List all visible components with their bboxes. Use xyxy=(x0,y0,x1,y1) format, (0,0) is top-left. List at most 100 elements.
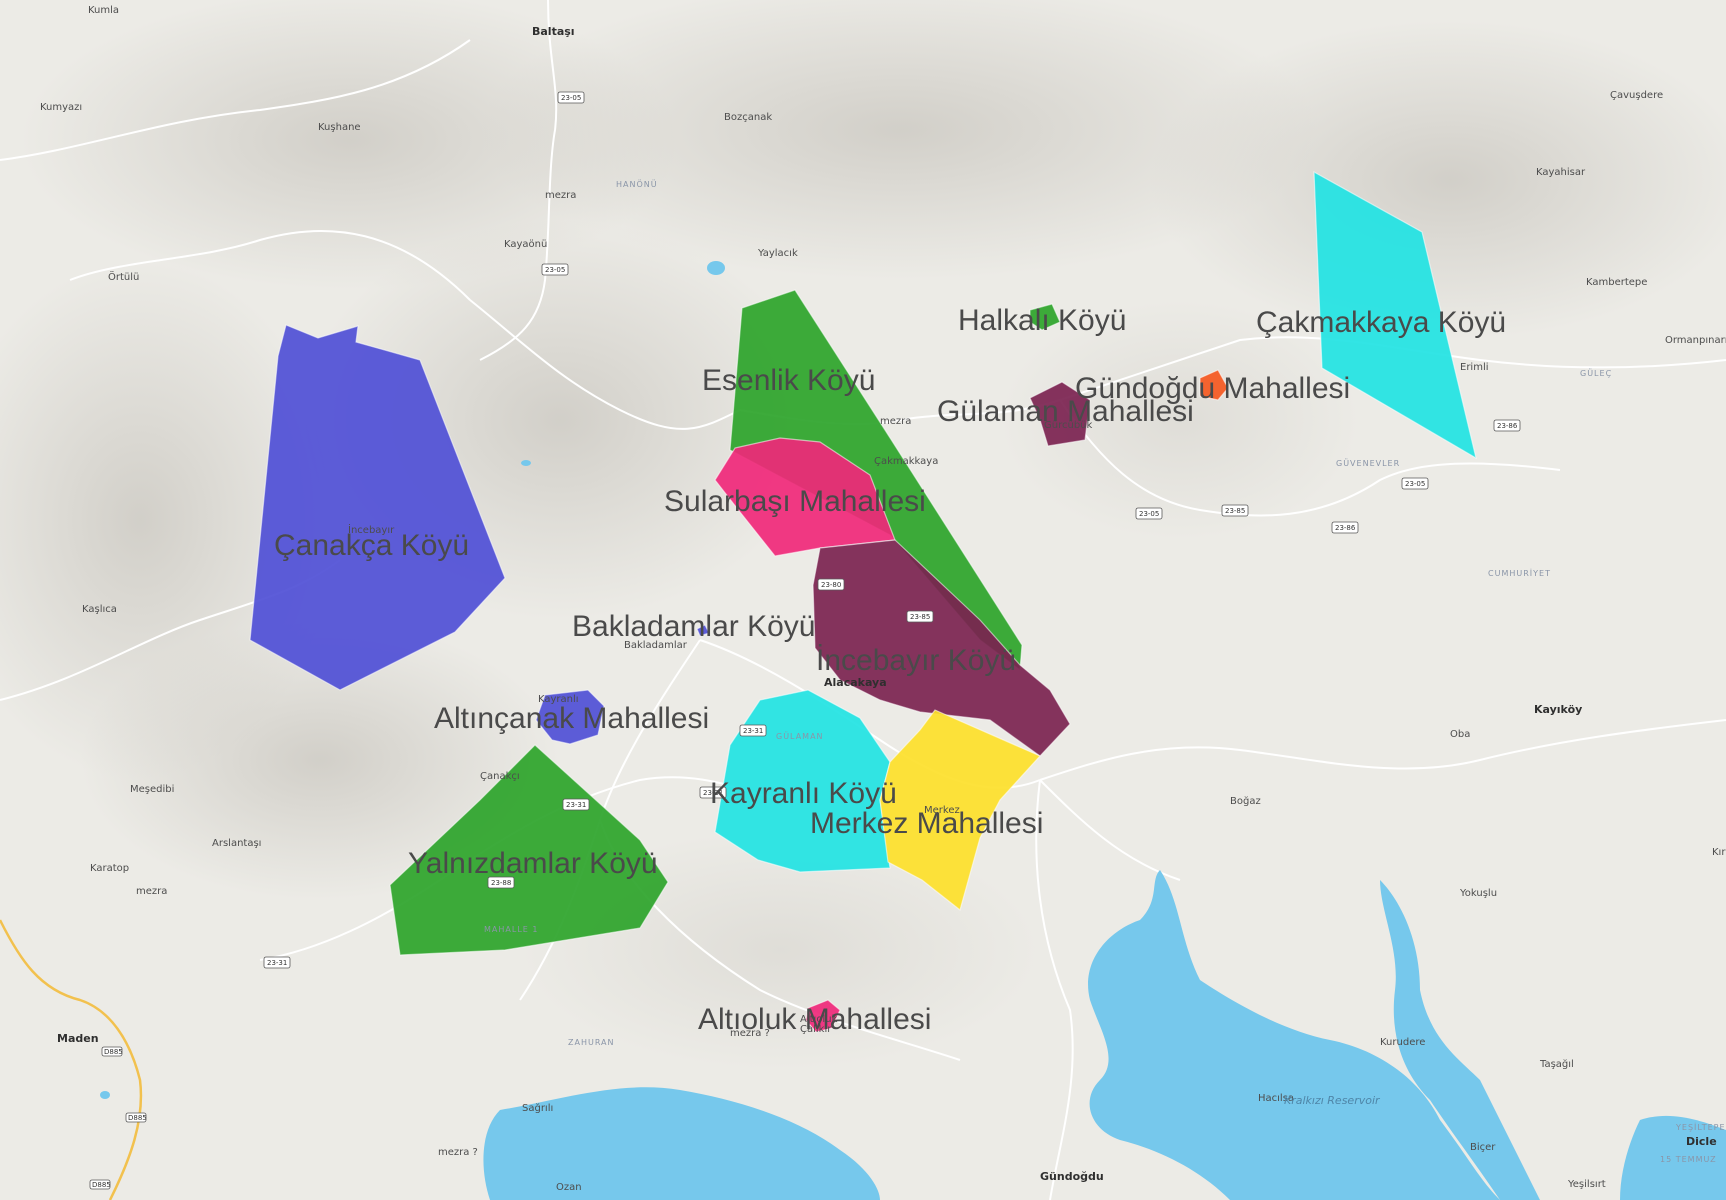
region-halkali-koyu[interactable] xyxy=(1029,303,1061,331)
road-badge: 23-80 xyxy=(817,578,845,591)
water-layer xyxy=(100,261,1726,1200)
place-label: mezra ? xyxy=(730,1028,770,1039)
place-label: Çavuşdere xyxy=(1610,90,1663,101)
place-labels: Kumla Baltaşı Kumyazı Kuşhane Bozçanak m… xyxy=(40,5,1726,1193)
place-label: İncebayır xyxy=(348,523,395,536)
place-label: Hacılsa xyxy=(1258,1093,1294,1104)
place-label: Sağrılı xyxy=(522,1102,553,1114)
road-badge: 23-31 xyxy=(699,786,727,799)
svg-text:23-80: 23-80 xyxy=(821,581,841,589)
region-label: Esenlik Köyü xyxy=(702,364,875,397)
place-label: Kayranlı xyxy=(538,694,579,705)
svg-text:23-86: 23-86 xyxy=(1497,422,1518,430)
region-label: Merkez Mahallesi xyxy=(810,807,1043,840)
place-label: Bakladamlar xyxy=(624,640,688,651)
place-label: Kayaönü xyxy=(504,239,547,250)
place-label: Kayahisar xyxy=(1536,167,1586,178)
svg-text:23-05: 23-05 xyxy=(1139,510,1159,518)
region-label: Gündoğdu Mahallesi xyxy=(1075,372,1350,405)
water-labels: Kralkızı Reservoir xyxy=(1284,1094,1381,1107)
region-yalnizdamlar-koyu[interactable] xyxy=(389,744,669,956)
region-altincanak-mahallesi[interactable] xyxy=(535,689,605,745)
region-bakladamlar-koyu[interactable] xyxy=(696,624,710,637)
region-label: Çakmakkaya Köyü xyxy=(1256,306,1506,339)
region-labels: Çanakça Köyü Esenlik Köyü Halkalı Köyü G… xyxy=(274,304,1506,1036)
svg-text:23-85: 23-85 xyxy=(1225,507,1245,515)
region-altioluk-mahallesi[interactable] xyxy=(805,999,841,1033)
region-label: İncebayır Köyü xyxy=(816,644,1016,677)
road-badge: D885 xyxy=(101,1046,123,1057)
region-gulaman-mahallesi[interactable] xyxy=(1029,381,1091,447)
road-badge: D885 xyxy=(89,1179,111,1190)
place-label: Ormanpınarı xyxy=(1665,335,1726,346)
svg-text:23-86: 23-86 xyxy=(1335,524,1356,532)
region-merkez-mahallesi[interactable] xyxy=(879,709,1042,912)
district-label: YEŞİLTEPE xyxy=(1675,1122,1726,1132)
place-label: Çanakçı xyxy=(480,771,520,782)
region-gundogdu-mahallesi[interactable] xyxy=(1199,369,1229,401)
place-label-major: Alacakaya xyxy=(824,676,887,689)
district-label: GÜVENEVLER xyxy=(1336,458,1400,468)
road-badge: 23-31 xyxy=(263,956,291,969)
road-badge: D885 xyxy=(125,1112,147,1123)
place-label: Kurudere xyxy=(1380,1037,1425,1048)
svg-text:D885: D885 xyxy=(92,1181,111,1189)
region-label: Kayranlı Köyü xyxy=(710,777,897,810)
region-incebayir-koyu[interactable] xyxy=(812,539,1071,757)
place-label: Kırık xyxy=(1712,847,1726,858)
place-label: Gürcübük xyxy=(1044,420,1093,431)
district-label: 15 TEMMUZ xyxy=(1660,1155,1717,1164)
road-badge: 23-86 xyxy=(1493,419,1521,432)
region-canakca-koyu[interactable] xyxy=(249,324,506,691)
place-label: mezra xyxy=(136,886,167,897)
place-label-major: Baltaşı xyxy=(532,25,575,38)
district-label: GÜLAMAN xyxy=(776,731,824,741)
region-cakmakkaya-koyu[interactable] xyxy=(1313,170,1477,460)
place-label: Bozçanak xyxy=(724,112,772,123)
district-labels: HANÖNÜ GÜVENEVLER CUMHURİYET GÜLAMAN ZAH… xyxy=(484,179,1726,1164)
place-label: Merkez xyxy=(924,805,960,816)
svg-text:23-31: 23-31 xyxy=(703,789,723,797)
svg-text:23-88: 23-88 xyxy=(491,879,511,887)
svg-text:23-05: 23-05 xyxy=(561,94,581,102)
region-label: Bakladamlar Köyü xyxy=(572,610,815,643)
district-label: ZAHURAN xyxy=(568,1038,615,1047)
svg-text:23-31: 23-31 xyxy=(743,727,763,735)
place-label-major: Maden xyxy=(57,1032,99,1045)
place-label: mezra ? xyxy=(438,1147,478,1158)
place-label: Örtülü xyxy=(108,270,139,283)
place-label: Çakmakkaya xyxy=(874,456,938,467)
road-badge: 23-88 xyxy=(487,876,515,889)
region-label: Altıoluk Mahallesi xyxy=(698,1003,931,1036)
road-badge: 23-05 xyxy=(557,91,585,104)
place-label: Kambertepe xyxy=(1586,277,1647,288)
place-label: Yokuşlu xyxy=(1459,888,1497,899)
place-label: Biçer xyxy=(1470,1142,1496,1153)
district-label: CUMHURİYET xyxy=(1488,568,1551,578)
district-label: MAHALLE 1 xyxy=(484,925,538,934)
svg-text:23-31: 23-31 xyxy=(267,959,287,967)
place-label: Altıoluk xyxy=(800,1014,838,1025)
svg-text:D885: D885 xyxy=(104,1048,123,1056)
region-label: Sularbaşı Mahallesi xyxy=(664,485,926,518)
place-label: mezra xyxy=(880,416,911,427)
svg-text:23-85: 23-85 xyxy=(910,613,930,621)
district-label: HANÖNÜ xyxy=(616,179,658,189)
region-label: Gülaman Mahallesi xyxy=(937,395,1194,428)
place-label: Kuşhane xyxy=(318,122,361,133)
place-label: Oba xyxy=(1450,729,1470,740)
region-label: Yalnızdamlar Köyü xyxy=(408,847,658,880)
road-badge: 23-31 xyxy=(739,724,767,737)
place-label: Yeşilsırt xyxy=(1567,1179,1606,1190)
road-badge: 23-86 xyxy=(1331,521,1359,534)
place-label: Taşağıl xyxy=(1539,1058,1574,1070)
road-badge: 23-05 xyxy=(1135,507,1163,520)
water-label: Kralkızı Reservoir xyxy=(1284,1094,1381,1107)
place-label: Çalıkır xyxy=(800,1024,832,1035)
road-badge: 23-85 xyxy=(1221,504,1249,517)
road-badge: 23-85 xyxy=(906,610,934,623)
place-label: Karatop xyxy=(90,863,129,874)
district-label: GÜLEÇ xyxy=(1580,368,1612,378)
